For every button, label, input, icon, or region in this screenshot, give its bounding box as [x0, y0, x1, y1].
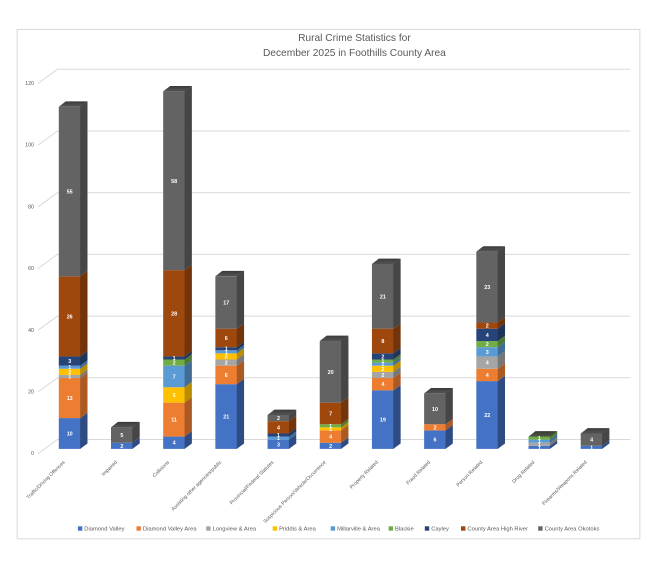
svg-text:1: 1 — [277, 433, 280, 439]
svg-text:58: 58 — [171, 179, 177, 185]
svg-text:20: 20 — [328, 370, 334, 376]
svg-text:Diamond Valley: Diamond Valley — [84, 527, 124, 533]
svg-text:County Area High River: County Area High River — [467, 527, 528, 533]
svg-text:1: 1 — [538, 439, 541, 445]
svg-text:0: 0 — [31, 451, 34, 457]
svg-text:Priddis & Area: Priddis & Area — [279, 527, 317, 533]
svg-text:4: 4 — [381, 382, 384, 388]
svg-text:4: 4 — [277, 425, 280, 431]
svg-text:7: 7 — [173, 374, 176, 380]
svg-text:1: 1 — [329, 424, 332, 430]
svg-text:3: 3 — [486, 350, 489, 356]
svg-text:6: 6 — [225, 373, 228, 379]
svg-text:1: 1 — [538, 436, 541, 442]
svg-text:2: 2 — [486, 342, 489, 348]
svg-text:1: 1 — [381, 359, 384, 365]
svg-text:Cayley: Cayley — [431, 527, 449, 533]
svg-text:7: 7 — [329, 411, 332, 417]
svg-text:2: 2 — [225, 354, 228, 360]
svg-text:2: 2 — [434, 425, 437, 431]
svg-text:1: 1 — [381, 362, 384, 368]
svg-text:3: 3 — [277, 442, 280, 448]
svg-text:December 2025 in Foothills Cou: December 2025 in Foothills County Area — [263, 48, 446, 59]
svg-text:4: 4 — [329, 435, 332, 441]
svg-text:4: 4 — [486, 373, 489, 379]
svg-text:Longview & Area: Longview & Area — [213, 527, 257, 533]
svg-text:10: 10 — [67, 431, 73, 437]
svg-text:1: 1 — [225, 350, 228, 356]
svg-text:17: 17 — [223, 301, 229, 307]
svg-text:13: 13 — [67, 396, 73, 402]
svg-text:1: 1 — [68, 365, 71, 371]
svg-text:Rural Crime Statistics for: Rural Crime Statistics for — [298, 33, 411, 44]
svg-text:6: 6 — [225, 336, 228, 342]
svg-text:2: 2 — [120, 444, 123, 450]
svg-text:4: 4 — [590, 438, 593, 444]
svg-text:3: 3 — [68, 359, 71, 365]
svg-text:1: 1 — [173, 356, 176, 362]
svg-text:Millarville & Area: Millarville & Area — [337, 527, 381, 533]
svg-text:2: 2 — [381, 373, 384, 379]
svg-text:1: 1 — [538, 445, 541, 451]
svg-text:26: 26 — [67, 314, 73, 320]
svg-text:1: 1 — [68, 374, 71, 380]
svg-text:100: 100 — [25, 143, 34, 149]
svg-text:22: 22 — [484, 413, 490, 419]
svg-text:1: 1 — [225, 347, 228, 353]
svg-text:4: 4 — [173, 441, 176, 447]
svg-text:1: 1 — [538, 442, 541, 448]
svg-text:1: 1 — [329, 427, 332, 433]
svg-text:60: 60 — [28, 266, 34, 272]
svg-text:County Area Okotoks: County Area Okotoks — [545, 527, 600, 533]
svg-text:55: 55 — [67, 190, 73, 196]
svg-text:40: 40 — [28, 328, 34, 334]
svg-text:2: 2 — [173, 361, 176, 367]
svg-text:5: 5 — [120, 433, 123, 439]
svg-text:2: 2 — [329, 444, 332, 450]
svg-text:2: 2 — [381, 354, 384, 360]
svg-text:2: 2 — [68, 370, 71, 376]
svg-text:21: 21 — [380, 294, 386, 300]
svg-text:2: 2 — [225, 361, 228, 367]
svg-text:1: 1 — [590, 445, 593, 451]
svg-text:21: 21 — [223, 415, 229, 421]
svg-text:1: 1 — [277, 436, 280, 442]
svg-text:Blackie: Blackie — [395, 527, 414, 533]
svg-text:11: 11 — [171, 418, 177, 424]
svg-text:4: 4 — [486, 333, 489, 339]
svg-text:23: 23 — [484, 285, 490, 291]
svg-text:10: 10 — [432, 407, 438, 413]
svg-text:6: 6 — [434, 438, 437, 444]
svg-text:20: 20 — [28, 390, 34, 396]
svg-text:5: 5 — [173, 393, 176, 399]
svg-text:2: 2 — [277, 416, 280, 422]
svg-text:120: 120 — [25, 81, 34, 87]
svg-text:8: 8 — [381, 339, 384, 345]
svg-text:2: 2 — [486, 324, 489, 330]
svg-text:2: 2 — [381, 367, 384, 373]
svg-text:28: 28 — [171, 311, 177, 317]
svg-text:Diamond Valley Area: Diamond Valley Area — [143, 527, 197, 533]
svg-text:19: 19 — [380, 418, 386, 424]
svg-text:4: 4 — [486, 361, 489, 367]
svg-text:80: 80 — [28, 204, 34, 210]
